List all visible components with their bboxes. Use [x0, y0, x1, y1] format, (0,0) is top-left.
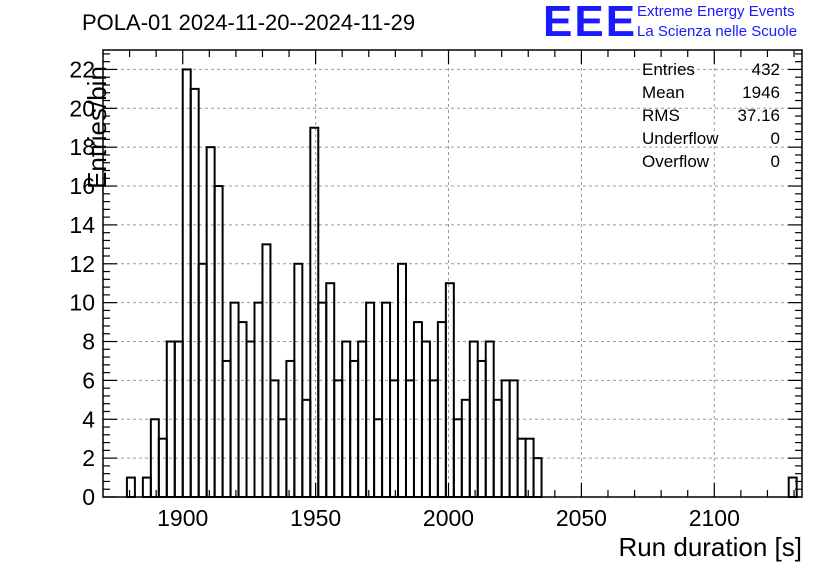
y-tick-label: 22	[69, 56, 95, 82]
histogram-bin	[444, 282, 455, 498]
logo-caption: Extreme Energy Events La Scienza nelle S…	[637, 2, 797, 42]
histogram-bin	[365, 301, 376, 498]
histogram-bin	[412, 321, 423, 498]
histogram-bin	[524, 437, 535, 498]
y-tick-label: 14	[69, 212, 95, 238]
x-tick-label: 1900	[157, 505, 208, 531]
histogram-bin	[325, 282, 336, 498]
histogram-bin	[500, 379, 511, 498]
histogram-bin	[301, 398, 312, 498]
y-tick-label: 0	[82, 484, 95, 510]
histogram-bin	[309, 126, 320, 498]
histogram-bin	[253, 301, 264, 498]
y-tick-label: 8	[82, 329, 95, 355]
y-tick-label: 4	[82, 406, 95, 432]
histogram-bin	[787, 476, 798, 498]
axes: 1900 1950 2000 2050 2100 0 2 4 6 8 10 12 14 16 18 20 22	[69, 49, 803, 531]
histogram-bin	[492, 398, 503, 498]
x-tick-label: 2000	[423, 505, 474, 531]
histogram-bin	[269, 379, 280, 498]
stat-label: RMS	[642, 106, 680, 125]
histogram-bin	[436, 321, 447, 498]
histogram-bin	[141, 476, 152, 498]
stat-label: Overflow	[642, 152, 710, 171]
stat-label: Underflow	[642, 129, 719, 148]
stats-box: Entries 432 Mean 1946 RMS 37.16 Underflo…	[642, 58, 780, 173]
histogram-bin	[261, 243, 272, 498]
histogram-bin	[205, 146, 216, 498]
histogram-bin	[221, 359, 232, 498]
eee-logo: EEE	[543, 0, 638, 46]
histogram-bin	[237, 321, 248, 498]
histogram-bin	[460, 398, 471, 498]
histogram-bin	[285, 359, 296, 498]
histogram-bin	[317, 301, 328, 498]
x-tick-label: 2100	[689, 505, 740, 531]
grid-lines	[103, 50, 802, 497]
histogram-bin	[404, 379, 415, 498]
chart-title: POLA-01 2024-11-20--2024-11-29	[82, 10, 416, 35]
histogram-bin	[532, 457, 543, 498]
y-axis-label: Entries/bin	[81, 66, 112, 189]
stat-value: 0	[770, 129, 780, 148]
histogram-bin	[428, 379, 439, 498]
histogram-bin	[125, 476, 136, 498]
plot-frame	[102, 49, 803, 498]
stat-row-rms: RMS 37.16	[642, 104, 780, 127]
x-tick-label: 1950	[290, 505, 341, 531]
y-tick-label: 2	[82, 445, 95, 471]
y-tick-label: 6	[82, 367, 95, 393]
stat-label: Entries	[642, 60, 695, 79]
y-tick-label: 16	[69, 173, 95, 199]
stat-row-mean: Mean 1946	[642, 81, 780, 104]
histogram-bin	[349, 359, 360, 498]
stat-row-underflow: Underflow 0	[642, 127, 780, 150]
stat-row-entries: Entries 432	[642, 58, 780, 81]
stat-value: 1946	[742, 83, 780, 102]
logo-line-2: La Scienza nelle Scuole	[637, 23, 798, 40]
y-tick-label: 12	[69, 251, 95, 277]
histogram-bin	[189, 87, 200, 498]
histogram-bin	[229, 301, 240, 498]
histogram-bin	[157, 437, 168, 498]
y-tick-label: 10	[69, 290, 95, 316]
stat-value: 37.16	[737, 106, 780, 125]
histogram-bin	[181, 68, 192, 498]
histogram-bin	[516, 437, 527, 498]
stat-row-overflow: Overflow 0	[642, 150, 780, 173]
logo-line-1: Extreme Energy Events	[637, 3, 795, 20]
stat-value: 0	[770, 152, 780, 171]
histogram-bin	[333, 379, 344, 498]
stat-value: 432	[751, 60, 780, 79]
y-tick-label: 20	[69, 95, 95, 121]
histogram-bin	[389, 379, 400, 498]
stat-label: Mean	[642, 83, 685, 102]
histogram-bin	[381, 301, 392, 498]
histogram-bin	[508, 379, 519, 498]
x-tick-label: 2050	[556, 505, 607, 531]
x-axis-label: Run duration [s]	[618, 532, 802, 562]
y-tick-label: 18	[69, 134, 95, 160]
histogram-bin	[476, 359, 487, 498]
